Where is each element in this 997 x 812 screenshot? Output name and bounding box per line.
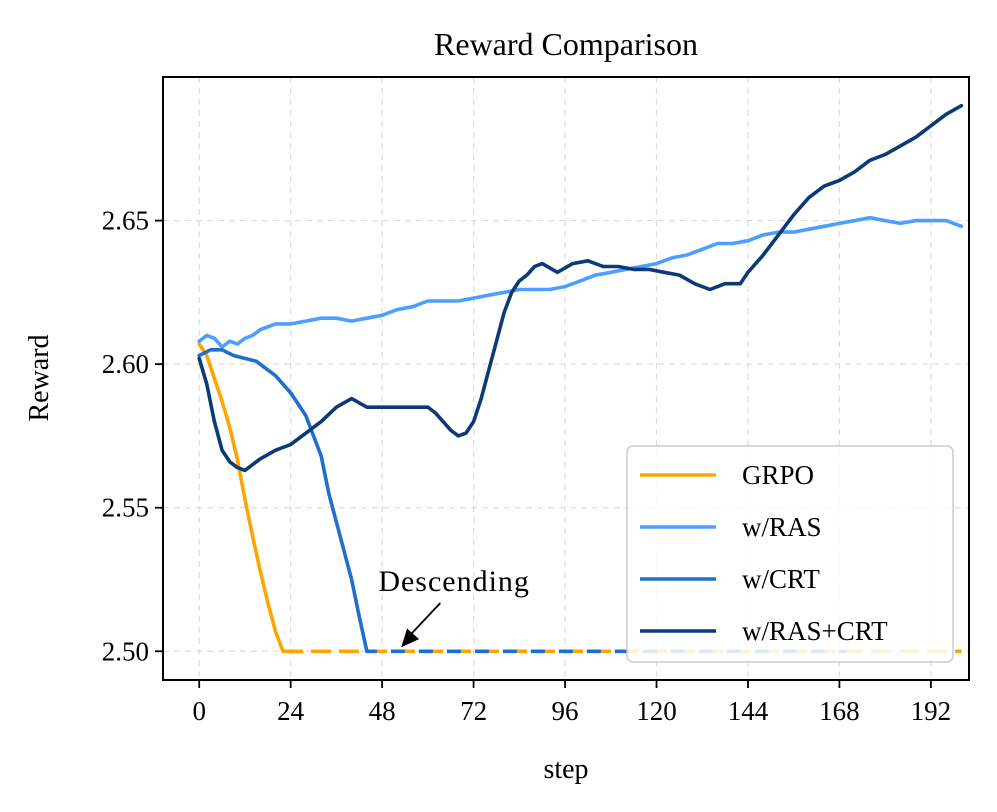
y-tick-label: 2.60 bbox=[102, 349, 149, 379]
x-tick-label: 144 bbox=[728, 696, 769, 726]
annotation-arrow-head bbox=[401, 628, 420, 648]
legend-label-w-crt: w/CRT bbox=[742, 564, 820, 594]
x-axis-label: step bbox=[543, 754, 588, 785]
x-axis: 0 24 48 72 96 120 144 168 192 bbox=[192, 680, 951, 726]
x-tick-label: 96 bbox=[552, 696, 579, 726]
legend-box bbox=[626, 445, 954, 663]
legend: GRPO w/RAS w/CRT w/RAS+CRT bbox=[626, 445, 954, 663]
x-tick-label: 24 bbox=[277, 696, 305, 726]
legend-label-grpo: GRPO bbox=[742, 460, 814, 490]
series-line-grpo bbox=[197, 342, 285, 654]
x-tick-label: 0 bbox=[192, 696, 206, 726]
x-tick-label: 72 bbox=[460, 696, 487, 726]
y-tick-label: 2.65 bbox=[102, 206, 149, 236]
x-tick-label: 120 bbox=[636, 696, 677, 726]
legend-label-w-ras: w/RAS bbox=[742, 512, 822, 542]
series-line-w-ras bbox=[197, 215, 964, 349]
y-axis-label: Reward bbox=[24, 334, 55, 421]
annotation: Descending bbox=[378, 565, 530, 648]
x-tick-label: 192 bbox=[911, 696, 952, 726]
series-line-w-ras-crt bbox=[197, 103, 964, 473]
annotation-descending-label: Descending bbox=[378, 565, 530, 598]
x-tick-label: 48 bbox=[369, 696, 396, 726]
series-line-w-crt bbox=[197, 348, 369, 654]
y-tick-label: 2.50 bbox=[102, 636, 149, 666]
y-tick-label: 2.55 bbox=[102, 493, 149, 523]
x-tick-label: 168 bbox=[819, 696, 860, 726]
legend-label-w-ras-crt: w/RAS+CRT bbox=[742, 616, 888, 646]
plot-frame bbox=[162, 76, 970, 681]
chart-title: Reward Comparison bbox=[434, 26, 698, 62]
y-axis: 2.50 2.55 2.60 2.65 bbox=[102, 206, 163, 666]
